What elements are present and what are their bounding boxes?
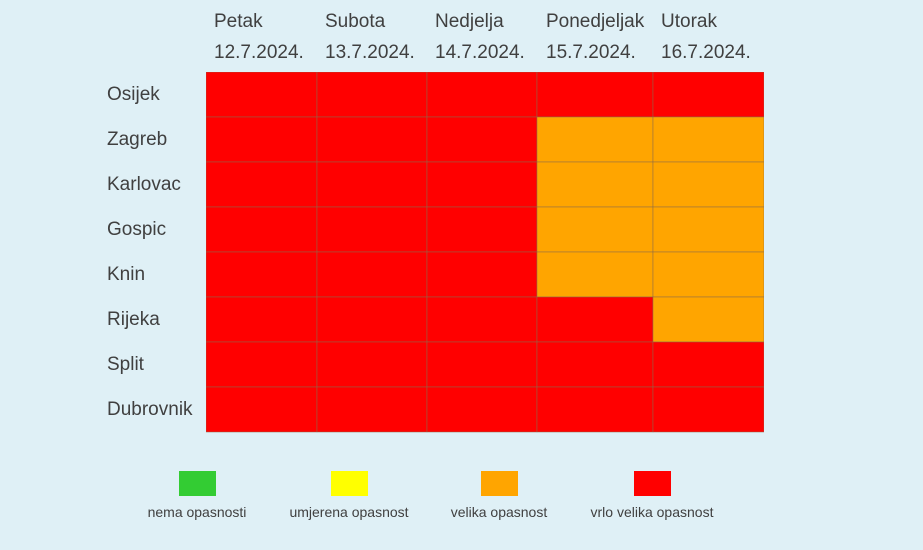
- cell-gospic-5: [652, 206, 764, 253]
- cell-gospic-4: [536, 206, 654, 253]
- legend-swatch: [330, 471, 368, 496]
- day-date: 16.7.2024.: [661, 42, 751, 63]
- legend-label: velika opasnost: [450, 504, 548, 520]
- cell-knin-5: [652, 251, 764, 298]
- legend-item-4: vrlo velika opasnost: [572, 471, 732, 520]
- cell-dubrovnik-2: [316, 386, 428, 433]
- day-date: 13.7.2024.: [325, 42, 415, 63]
- column-header-2: Subota 13.7.2024.: [325, 6, 415, 68]
- legend-item-1: nema opasnosti: [117, 471, 277, 520]
- cell-dubrovnik-3: [426, 386, 538, 433]
- cell-karlovac-4: [536, 161, 654, 208]
- cell-karlovac-2: [316, 161, 428, 208]
- legend-item-3: velika opasnost: [419, 471, 579, 520]
- column-header-3: Nedjelja 14.7.2024.: [435, 6, 525, 68]
- cell-knin-4: [536, 251, 654, 298]
- cell-knin-3: [426, 251, 538, 298]
- legend-swatch: [178, 471, 216, 496]
- cell-knin-1: [206, 251, 318, 298]
- cell-osijek-2: [316, 72, 428, 118]
- heatmap-grid: [206, 72, 764, 433]
- column-header-5: Utorak 16.7.2024.: [661, 6, 751, 68]
- legend-swatch: [480, 471, 518, 496]
- cell-knin-2: [316, 251, 428, 298]
- day-name: Petak: [214, 11, 263, 32]
- row-label-rijeka: Rijeka: [107, 309, 160, 330]
- day-date: 14.7.2024.: [435, 42, 525, 63]
- cell-rijeka-2: [316, 296, 428, 343]
- cell-dubrovnik-5: [652, 386, 764, 433]
- cell-rijeka-1: [206, 296, 318, 343]
- row-label-gospic: Gospic: [107, 219, 167, 240]
- day-name: Subota: [325, 11, 386, 32]
- day-name: Ponedjeljak: [546, 11, 645, 32]
- cell-dubrovnik-1: [206, 386, 318, 433]
- cell-split-1: [206, 341, 318, 388]
- cell-karlovac-1: [206, 161, 318, 208]
- cell-osijek-4: [536, 72, 654, 118]
- cell-gospic-2: [316, 206, 428, 253]
- cell-karlovac-5: [652, 161, 764, 208]
- legend-swatch: [633, 471, 671, 496]
- cell-split-2: [316, 341, 428, 388]
- day-name: Nedjelja: [435, 11, 504, 32]
- cell-split-4: [536, 341, 654, 388]
- cell-osijek-3: [426, 72, 538, 118]
- cell-zagreb-1: [206, 116, 318, 163]
- day-date: 12.7.2024.: [214, 42, 304, 63]
- cell-zagreb-3: [426, 116, 538, 163]
- cell-gospic-3: [426, 206, 538, 253]
- day-name: Utorak: [661, 11, 717, 32]
- legend-label: vrlo velika opasnost: [590, 504, 714, 520]
- row-label-split: Split: [107, 354, 144, 375]
- row-label-karlovac: Karlovac: [107, 174, 181, 195]
- cell-split-3: [426, 341, 538, 388]
- column-header-1: Petak 12.7.2024.: [214, 6, 304, 68]
- cell-split-5: [652, 341, 764, 388]
- cell-zagreb-4: [536, 116, 654, 163]
- cell-osijek-5: [652, 72, 764, 118]
- legend-label: nema opasnosti: [147, 504, 247, 520]
- cell-gospic-1: [206, 206, 318, 253]
- cell-zagreb-2: [316, 116, 428, 163]
- row-label-knin: Knin: [107, 264, 146, 285]
- column-header-4: Ponedjeljak 15.7.2024.: [546, 6, 644, 68]
- cell-osijek-1: [206, 72, 318, 118]
- cell-rijeka-3: [426, 296, 538, 343]
- row-label-zagreb: Zagreb: [107, 129, 168, 150]
- row-label-dubrovnik: Dubrovnik: [107, 399, 193, 420]
- cell-zagreb-5: [652, 116, 764, 163]
- cell-dubrovnik-4: [536, 386, 654, 433]
- legend-item-2: umjerena opasnost: [269, 471, 429, 520]
- row-label-osijek: Osijek: [107, 84, 160, 105]
- cell-rijeka-4: [536, 296, 654, 343]
- cell-karlovac-3: [426, 161, 538, 208]
- day-date: 15.7.2024.: [546, 42, 636, 63]
- legend-label: umjerena opasnost: [289, 504, 409, 520]
- cell-rijeka-5: [652, 296, 764, 343]
